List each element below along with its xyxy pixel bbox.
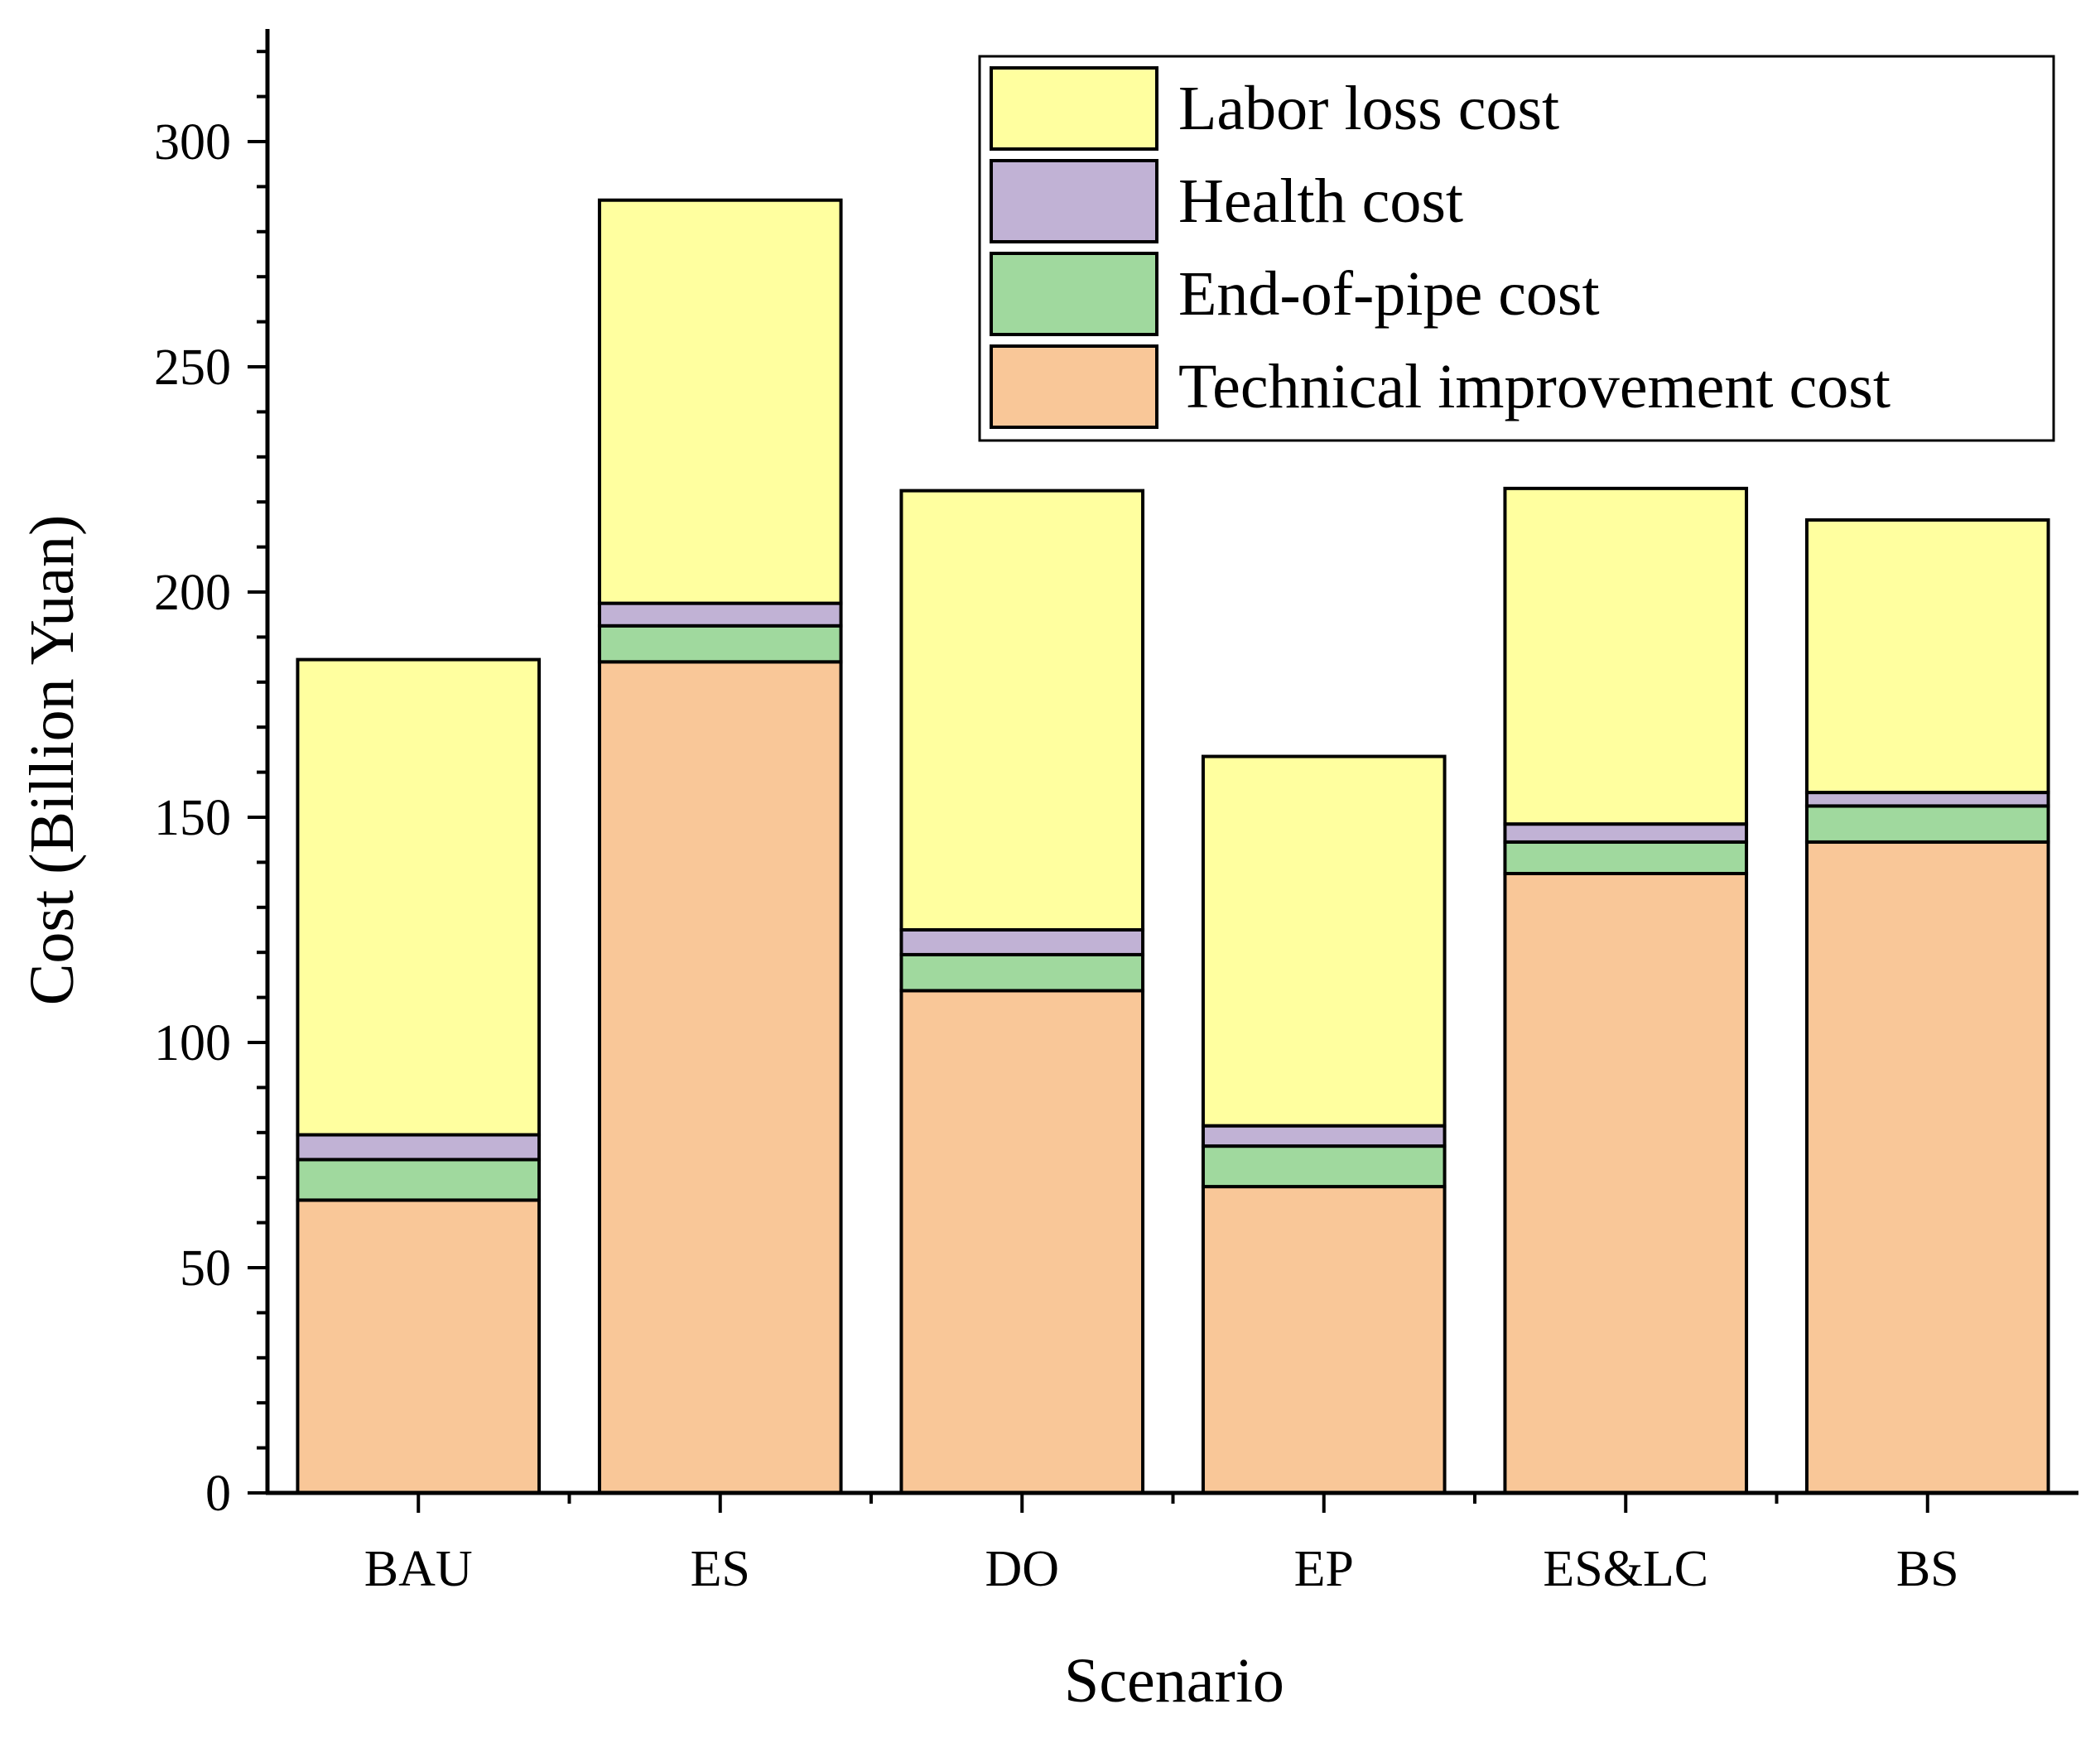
- y-tick-label: 150: [154, 790, 231, 846]
- bar-es-and-lc-technical-improvement-cost: [1503, 872, 1749, 1495]
- bar-ep-technical-improvement-cost: [1201, 1185, 1447, 1495]
- bar-es-health-cost: [597, 601, 843, 628]
- x-tick-label-es-and-lc: ES&LC: [1543, 1541, 1708, 1597]
- legend-label-labor-loss-cost: Labor loss cost: [1178, 74, 1559, 143]
- legend-label-end-of-pipe-cost: End-of-pipe cost: [1178, 259, 1600, 329]
- bar-ep-end-of-pipe-cost: [1201, 1144, 1447, 1189]
- x-tick-label-es: ES: [691, 1541, 750, 1597]
- bar-es-and-lc-end-of-pipe-cost: [1503, 840, 1749, 875]
- bar-ep-labor-loss-cost: [1201, 754, 1447, 1128]
- y-tick-label: 300: [154, 114, 231, 171]
- bar-bau-health-cost: [296, 1133, 542, 1162]
- legend-swatch-labor-loss-cost: [990, 66, 1158, 151]
- legend-label-health-cost: Health cost: [1178, 166, 1463, 236]
- y-tick-label: 50: [180, 1240, 231, 1297]
- bar-bau-labor-loss-cost: [296, 657, 542, 1137]
- bar-do-end-of-pipe-cost: [899, 952, 1145, 993]
- y-tick-label: 100: [154, 1015, 231, 1071]
- bars-layer: [296, 198, 2050, 1495]
- legend: Labor loss cost Health cost End-of-pipe co…: [978, 55, 2055, 442]
- legend-swatch-health-cost: [990, 159, 1158, 243]
- legend-swatch-end-of-pipe-cost: [990, 252, 1158, 336]
- y-tick-label: 200: [154, 565, 231, 621]
- bar-bs-health-cost: [1804, 791, 2050, 808]
- bar-es-technical-improvement-cost: [597, 660, 843, 1495]
- x-tick-label-bau: BAU: [364, 1541, 473, 1597]
- bar-bs-end-of-pipe-cost: [1804, 804, 2050, 844]
- bar-bs-technical-improvement-cost: [1804, 840, 2050, 1495]
- x-axis-title: Scenario: [1064, 1646, 1284, 1716]
- legend-swatch-technical-improvement-cost: [990, 344, 1158, 429]
- x-tick-label-bs: BS: [1896, 1541, 1959, 1597]
- bar-es-and-lc-labor-loss-cost: [1503, 486, 1749, 826]
- axes-layer: 0 50 100 150 200 250 300 BAU ES DO EP ES&LC BS: [154, 29, 2078, 1597]
- bar-ep-health-cost: [1201, 1124, 1447, 1148]
- bar-do-labor-loss-cost: [899, 489, 1145, 932]
- y-tick-label: 250: [154, 339, 231, 396]
- legend-label-technical-improvement-cost: Technical improvement cost: [1178, 352, 1890, 421]
- bar-do-technical-improvement-cost: [899, 989, 1145, 1495]
- bar-bau-end-of-pipe-cost: [296, 1158, 542, 1202]
- y-tick-label: 0: [205, 1466, 231, 1522]
- x-tick-label-ep: EP: [1294, 1541, 1354, 1597]
- bar-es-labor-loss-cost: [597, 198, 843, 605]
- y-axis-title: Cost (Billion Yuan): [17, 515, 87, 1006]
- bar-bs-labor-loss-cost: [1804, 518, 2050, 795]
- bar-bau-technical-improvement-cost: [296, 1198, 542, 1495]
- bar-es-and-lc-health-cost: [1503, 822, 1749, 844]
- legend-box: [978, 55, 2055, 442]
- bar-do-health-cost: [899, 928, 1145, 956]
- x-tick-label-do: DO: [985, 1541, 1059, 1597]
- bar-es-end-of-pipe-cost: [597, 623, 843, 664]
